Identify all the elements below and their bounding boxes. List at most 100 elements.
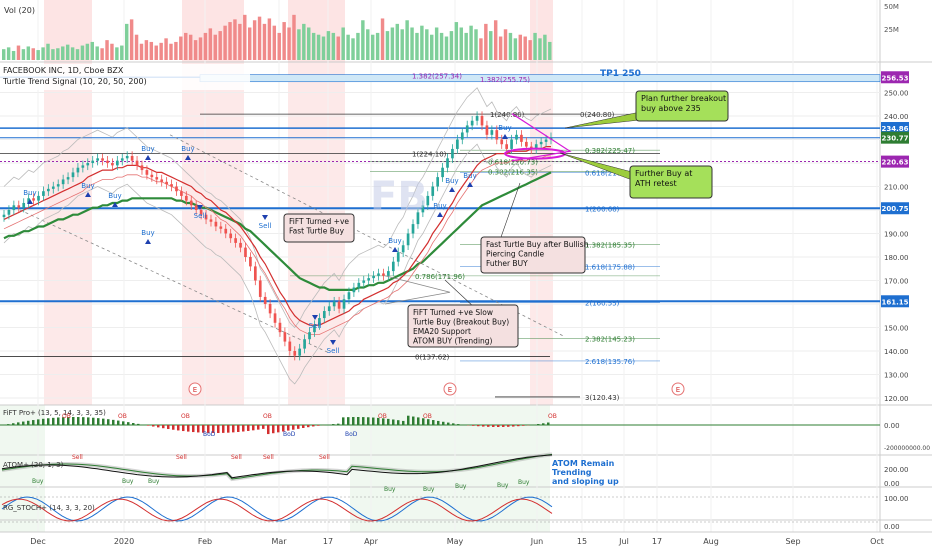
candle-body: [377, 273, 380, 276]
volume-bar: [252, 20, 257, 60]
candle-body: [465, 125, 469, 133]
x-tick: May: [447, 537, 464, 546]
fift-bar: [67, 417, 70, 425]
candle-body: [140, 165, 144, 171]
candle-body: [406, 233, 410, 246]
fift-bar: [7, 424, 10, 425]
fift-slow-callout-line: EMA20 Support: [413, 327, 471, 336]
candle-body: [268, 303, 272, 314]
fift-bar: [407, 415, 410, 425]
bod-label: BoD: [345, 431, 358, 438]
fift-bar: [487, 425, 490, 427]
fift-tick: 0.00: [884, 422, 900, 430]
volume-bar: [105, 40, 109, 60]
triangle-pattern: [511, 113, 572, 162]
fift-bar: [317, 425, 320, 426]
volume-bar: [80, 45, 85, 60]
candle-body: [322, 311, 326, 319]
fib-label: 1.618(175.88): [585, 264, 635, 272]
candle-body: [520, 134, 523, 142]
volume-bar: [134, 34, 139, 60]
candle-body: [2, 214, 6, 218]
volume-bar: [277, 32, 281, 60]
atom-buy: Buy: [384, 486, 396, 493]
buy-label: Buy: [463, 172, 476, 180]
fift-bar: [22, 421, 25, 425]
fift-bar: [27, 420, 30, 425]
candle-body: [372, 275, 375, 279]
candle-body: [91, 160, 95, 164]
fift-bar: [47, 418, 50, 425]
candle-body: [115, 160, 119, 166]
x-tick: Aug: [703, 537, 719, 546]
candle-body: [490, 130, 494, 135]
vol-tick-25m: 25M: [884, 26, 899, 34]
x-tick: 17: [652, 537, 662, 546]
sell-arrow: [330, 340, 336, 345]
fift-bar: [97, 418, 100, 425]
volume-bar: [41, 47, 45, 60]
volume-bar: [400, 29, 404, 60]
fift-bar: [387, 418, 390, 425]
header-bg: [0, 64, 250, 90]
volume-bar: [26, 46, 31, 60]
fift-bar: [117, 420, 120, 425]
fib-label: 1.382(255.75): [480, 76, 530, 84]
atom-sell: Sell: [231, 454, 242, 461]
volume-bar: [523, 36, 527, 60]
candle-body: [367, 278, 371, 281]
candle-body: [184, 195, 188, 201]
sell-arrow: [312, 315, 318, 320]
fift-bar: [197, 425, 200, 433]
channel-upper: [3, 87, 552, 329]
candle-body: [318, 318, 321, 326]
bod-label: BoD: [203, 431, 216, 438]
fift-bar: [192, 425, 195, 433]
volume-bar: [198, 37, 203, 60]
fift-bar: [497, 425, 500, 427]
volume-bar: [390, 27, 395, 60]
fift-bar: [182, 425, 185, 432]
volume-bar: [474, 29, 478, 60]
candle-body: [101, 158, 104, 161]
volume-bar: [31, 48, 35, 60]
ema20-line: [3, 146, 551, 326]
candle-body: [411, 224, 415, 234]
atom-line-black: [1, 454, 553, 479]
volume-bar: [395, 23, 400, 60]
fast-pointer: [499, 182, 521, 241]
candle-body: [505, 144, 508, 149]
stoch-d: [1, 498, 553, 522]
bod-label: BoD: [283, 431, 296, 438]
price-tick: 240.00: [884, 113, 909, 121]
candle-body: [120, 158, 124, 161]
price-tick: 180.00: [884, 254, 909, 262]
candle-body: [332, 301, 336, 307]
candle-body: [86, 163, 90, 166]
candle-body: [391, 261, 395, 272]
candle-body: [263, 296, 267, 304]
fift-bar: [282, 425, 285, 432]
candle-body: [544, 139, 548, 142]
ob-label: OB: [118, 413, 127, 420]
volume-bar: [503, 29, 508, 60]
buy-label: Buy: [388, 237, 401, 245]
volume-bar: [75, 49, 80, 60]
fift-bar: [222, 425, 225, 433]
volume-bar: [464, 32, 468, 60]
price-tick: 210.00: [884, 184, 909, 192]
candle-body: [27, 198, 30, 203]
volume-bar: [282, 22, 286, 61]
fift-bar: [337, 423, 340, 425]
candle-body: [258, 280, 262, 297]
volume-bar: [149, 41, 154, 60]
fib-label: 1(200.68): [585, 205, 620, 213]
further-callout-box: [629, 165, 713, 199]
volume-bar: [356, 32, 360, 60]
fib-label: 0.382(225.47): [585, 147, 635, 155]
fift-bar: [372, 417, 375, 425]
candle-body: [525, 141, 528, 147]
buy-label: Buy: [141, 229, 154, 237]
price-badge-label: 220.63: [881, 159, 908, 167]
